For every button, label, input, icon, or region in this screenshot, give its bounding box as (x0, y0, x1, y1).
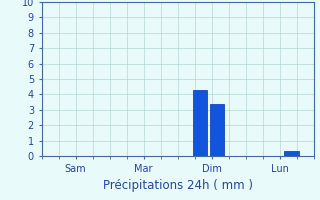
Bar (284, 151, 299, 156)
Bar (193, 90, 207, 156)
X-axis label: Précipitations 24h ( mm ): Précipitations 24h ( mm ) (103, 179, 252, 192)
Bar (210, 104, 224, 156)
